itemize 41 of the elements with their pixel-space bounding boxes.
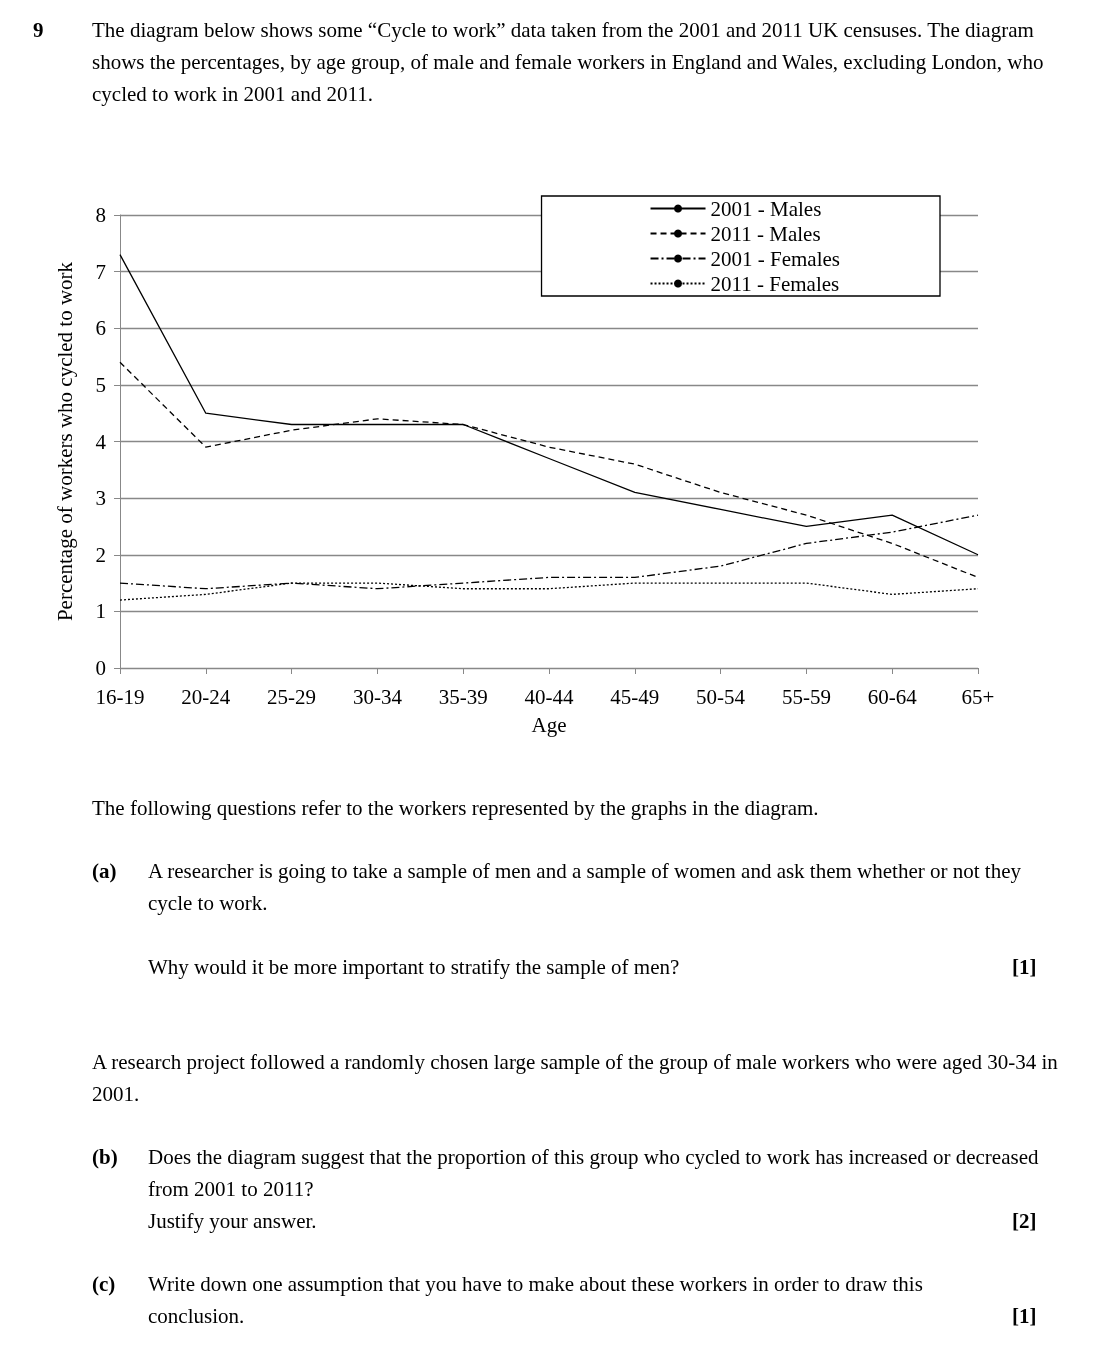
text: [1]: [1012, 954, 1037, 981]
text: (a): [92, 858, 117, 885]
x-tick-label: 50-54: [696, 684, 746, 709]
x-tick-label: 45-49: [610, 684, 660, 709]
text: [1]: [1012, 1303, 1037, 1330]
text: Write down one assumption that you have to make about these workers in order to draw this conclusion.: [148, 1271, 924, 1330]
y-tick-label: 6: [95, 316, 106, 341]
x-tick-label: 40-44: [524, 684, 574, 709]
y-tick-label: 4: [95, 429, 107, 454]
x-tick-label: 16-19: [95, 684, 145, 709]
chart-title: The diagram below shows some “Cycle to work” data taken from the 2001 and 2011 UK censuses. The diagram shows the percentages, by age group, of male and female workers in England and Wales, excluding London, who cycled to work in 2001 and 2011.: [92, 17, 1045, 108]
y-tick-label: 8: [95, 203, 106, 227]
x-tick-label: 60-64: [867, 684, 918, 709]
text: The following questions refer to the workers represented by the graphs in the diagram.: [92, 795, 819, 822]
y-tick-label: 2: [95, 542, 106, 567]
x-tick-label: 55-59: [781, 684, 831, 709]
y-tick-label: 0: [95, 656, 106, 680]
text: Why would it be more important to stratify the sample of men?: [148, 954, 680, 981]
y-tick-label: 1: [95, 599, 106, 624]
text: A research project followed a randomly chosen large sample of the group of male workers who were aged 30-34 in 2001.: [92, 1049, 1059, 1108]
text: A researcher is going to take a sample of men and a sample of women and ask them whether or not they cycle to work.: [148, 858, 1022, 917]
text: 9: [33, 17, 44, 44]
y-axis-title: Percentage of workers who cycled to work: [52, 261, 77, 622]
legend-label: 2001 - Females: [710, 246, 841, 271]
y-tick-label: 3: [95, 486, 106, 511]
text: Justify your answer.: [148, 1208, 317, 1235]
text: (b): [92, 1144, 118, 1171]
x-axis-title: Age: [531, 712, 567, 737]
text: Does the diagram suggest that the proportion of this group who cycled to work has increased or decreased from 2001 to 2011?: [148, 1144, 1040, 1203]
legend-label: 2011 - Females: [710, 271, 840, 296]
y-tick-label: 7: [95, 259, 106, 284]
x-tick-label: 35-39: [438, 684, 488, 709]
x-tick-label: 20-24: [181, 684, 231, 709]
text: (c): [92, 1271, 116, 1298]
x-tick-label: 65+: [961, 684, 995, 709]
x-tick-label: 30-34: [352, 684, 403, 709]
legend-label: 2001 - Males: [710, 196, 822, 221]
legend-label: 2011 - Males: [710, 221, 821, 246]
x-tick-label: 25-29: [267, 684, 317, 709]
text: [2]: [1012, 1208, 1037, 1235]
y-tick-label: 5: [95, 372, 106, 397]
